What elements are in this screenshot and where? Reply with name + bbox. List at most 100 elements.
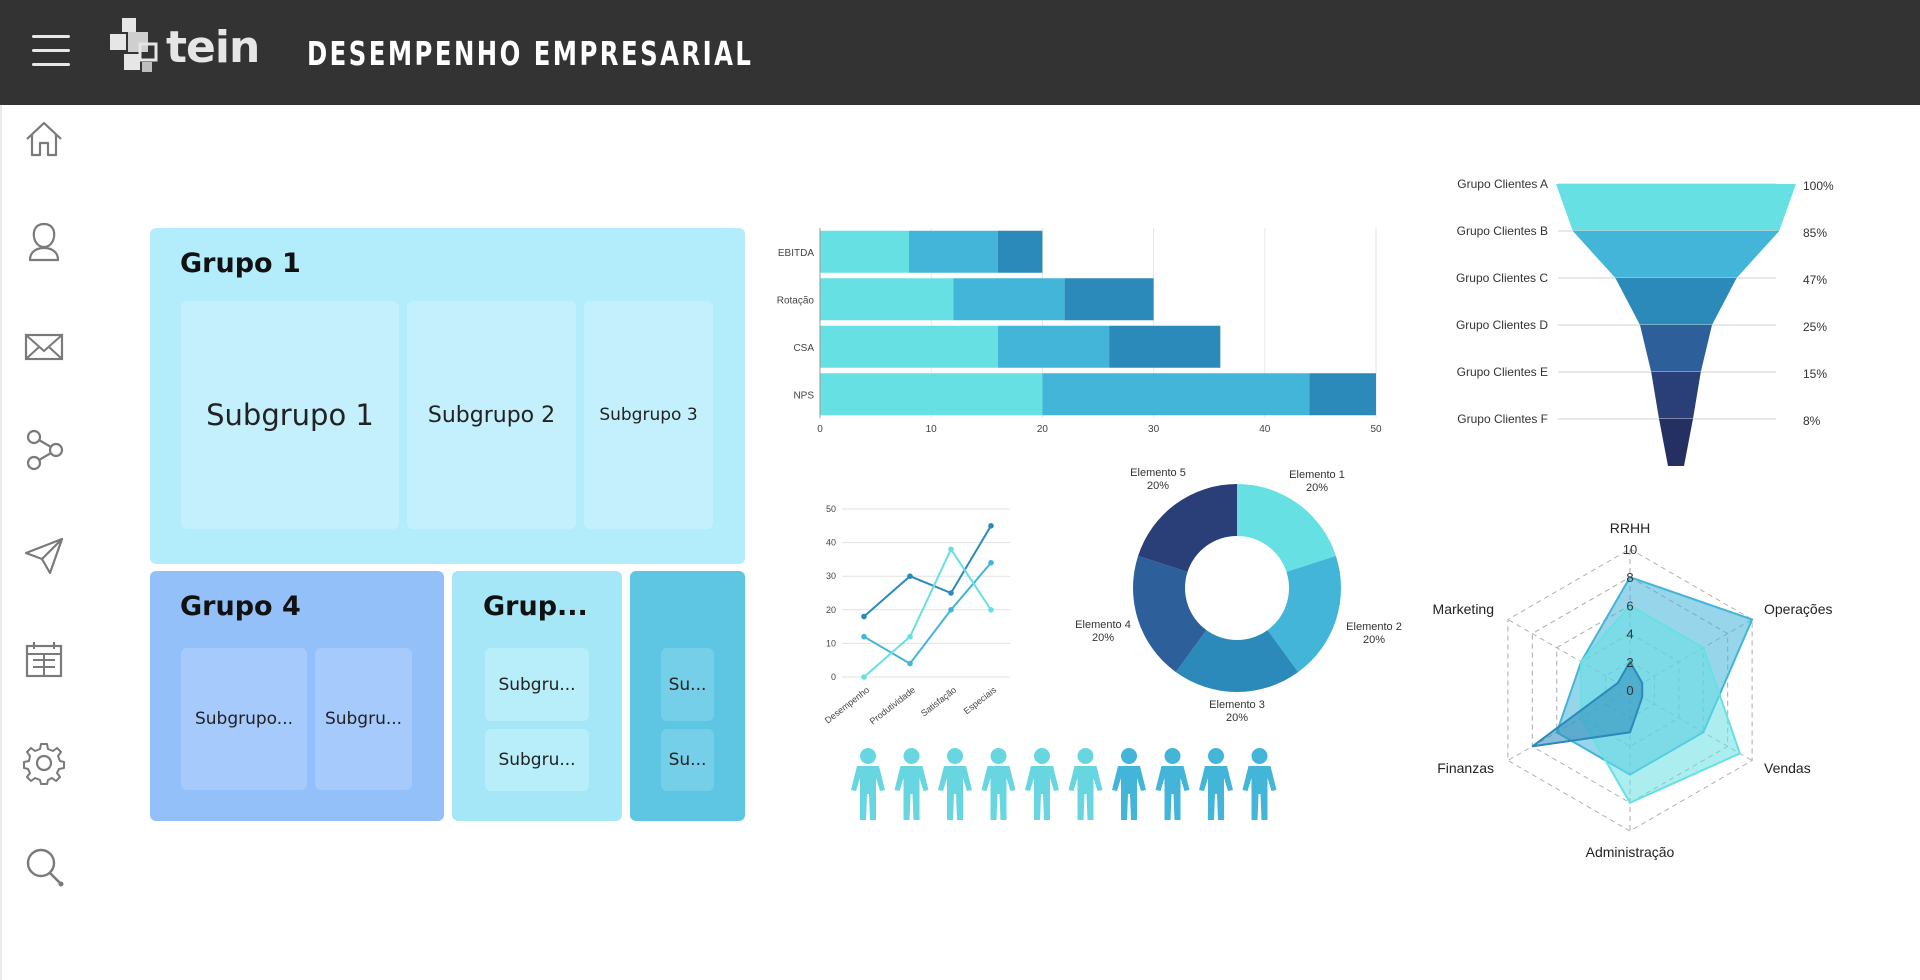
donut-slice [1237, 484, 1336, 572]
radar-axis-label: Vendas [1764, 760, 1811, 776]
funnel-segment [1615, 278, 1737, 325]
person-icon [1242, 748, 1277, 820]
bar-category-label: Rotação [777, 295, 815, 306]
bar-segment [820, 278, 954, 321]
person-head [860, 748, 876, 764]
line-point [861, 633, 867, 640]
logo[interactable]: tein [110, 18, 260, 80]
subgroup-6a[interactable]: Su... [661, 648, 714, 721]
radar-spoke [1507, 619, 1631, 691]
subgroup-5a[interactable]: Subgru... [485, 648, 589, 721]
person-body [1155, 766, 1190, 820]
person-body [851, 766, 885, 820]
line-y-tick-label: 0 [831, 672, 836, 682]
radar-tick-label: 10 [1623, 542, 1637, 557]
group-1-title: Grupo 1 [180, 248, 301, 279]
share-icon[interactable] [22, 428, 66, 472]
bar-segment [1309, 373, 1376, 416]
settings-icon[interactable] [22, 741, 66, 785]
sidebar [0, 105, 86, 980]
funnel-percent-label: 15% [1803, 367, 1827, 381]
funnel-category-label: Grupo Clientes B [1457, 224, 1548, 238]
bar-x-tick-label: 0 [817, 424, 823, 435]
home-icon[interactable] [22, 117, 66, 161]
person-body [1068, 766, 1103, 820]
funnel-chart: Grupo Clientes A 100% Grupo Clientes B 85% G… [1456, 177, 1834, 466]
person-icon [851, 748, 885, 820]
send-icon[interactable] [22, 533, 66, 577]
donut-label-name: Elemento 1 [1289, 469, 1345, 481]
search-icon[interactable] [22, 845, 66, 889]
line-point [907, 633, 913, 640]
treemap-group-4[interactable]: Grupo 4 Subgrupo... Subgru... [150, 571, 444, 821]
funnel-category-label: Grupo Clientes A [1457, 177, 1548, 191]
line-point [948, 590, 954, 596]
funnel-percent-label: 85% [1803, 226, 1827, 240]
person-head [947, 748, 963, 764]
subgroup-5b[interactable]: Subgru... [485, 729, 589, 791]
subgroup-2[interactable]: Subgrupo 2 [407, 301, 576, 529]
funnel-percent-label: 47% [1803, 273, 1827, 287]
person-head [1251, 748, 1268, 764]
bar-x-tick-label: 30 [1148, 424, 1160, 435]
person-head [1077, 748, 1094, 764]
mail-icon[interactable] [22, 325, 66, 369]
treemap-group-1[interactable]: Grupo 1 Subgrupo 1 Subgrupo 2 Subgrupo 3 [150, 228, 745, 564]
donut-slice [1175, 630, 1299, 693]
person-head [1208, 748, 1224, 764]
donut-label-name: Elemento 3 [1209, 699, 1265, 711]
bar-segment [953, 278, 1065, 321]
stacked-bar-chart: 0 10 20 30 40 50 EBITDA Rotação CSA NPS [777, 228, 1382, 435]
line-point [988, 559, 994, 566]
line-series [863, 562, 992, 665]
radar-tick-label: 6 [1626, 598, 1633, 613]
subgroup-3[interactable]: Subgrupo 3 [584, 301, 713, 529]
radar-series [1555, 575, 1754, 776]
person-icon [1199, 748, 1233, 820]
subgroup-6b[interactable]: Su... [661, 729, 714, 791]
line-point [948, 546, 954, 553]
radar-series [1580, 604, 1742, 805]
line-x-tick-label: Produtividade [868, 685, 918, 727]
funnel-segment [1659, 419, 1693, 466]
donut-label-name: Elemento 4 [1075, 619, 1131, 631]
hamburger-menu-icon[interactable] [32, 33, 70, 69]
funnel-segment [1651, 372, 1701, 419]
subgroup-4b[interactable]: Subgru... [315, 648, 412, 790]
line-series [863, 547, 992, 678]
funnel-category-label: Grupo Clientes F [1457, 412, 1548, 426]
radar-tick-label: 8 [1626, 570, 1633, 585]
person-icon [1112, 748, 1146, 820]
person-body [981, 766, 1016, 820]
radar-tick-label: 2 [1626, 655, 1633, 670]
person-head [1121, 748, 1137, 764]
line-point [988, 607, 994, 613]
line-x-tick-label: Satisfação [919, 685, 958, 719]
funnel-category-label: Grupo Clientes C [1456, 271, 1548, 285]
bar-category-label: CSA [793, 343, 814, 354]
bar-segment [1109, 325, 1221, 368]
treemap-group-5[interactable]: Grup... Subgru... Subgru... [452, 571, 622, 821]
donut-label-percent: 20% [1147, 480, 1169, 492]
line-point [861, 674, 867, 680]
bar-segment [820, 230, 909, 273]
line-point [907, 573, 913, 579]
donut-label-percent: 20% [1306, 482, 1328, 494]
bar-x-tick-label: 10 [926, 424, 938, 435]
donut-label-name: Elemento 2 [1346, 621, 1402, 633]
subgroup-1[interactable]: Subgrupo 1 [181, 301, 399, 529]
person-head [990, 748, 1007, 764]
person-icon [1068, 748, 1103, 820]
donut-label-percent: 20% [1092, 632, 1114, 644]
group-4-title: Grupo 4 [180, 591, 301, 622]
subgroup-4a[interactable]: Subgrupo... [181, 648, 307, 790]
user-icon[interactable] [22, 220, 66, 264]
calendar-icon[interactable] [22, 638, 66, 682]
donut-slice [1133, 555, 1207, 673]
donut-slice [1138, 484, 1237, 572]
radar-spoke [1629, 619, 1753, 691]
donut-chart: Elemento 120%Elemento 220%Elemento 320%E… [1075, 467, 1402, 724]
donut-label-percent: 20% [1363, 634, 1385, 646]
line-y-tick-label: 10 [826, 638, 836, 648]
treemap-group-6[interactable]: Su... Su... [630, 571, 745, 821]
